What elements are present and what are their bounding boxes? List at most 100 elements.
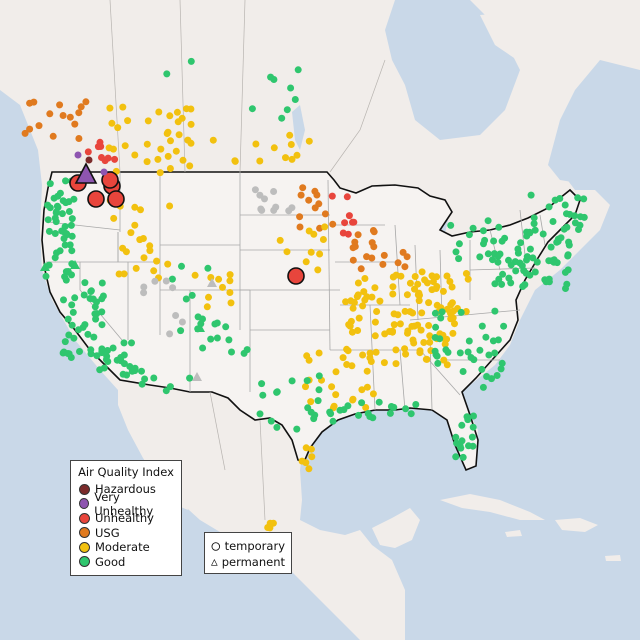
monitor-point <box>512 267 520 275</box>
monitor-point <box>484 250 492 258</box>
legend-item-good: Good <box>77 555 175 570</box>
monitor-point <box>372 348 380 356</box>
monitor-point <box>35 122 43 130</box>
monitor-point <box>162 277 170 285</box>
monitor-point <box>305 465 313 473</box>
monitor-point <box>339 354 347 362</box>
hispaniola <box>555 518 598 532</box>
monitor-point <box>526 229 534 237</box>
monitor-point <box>452 453 460 461</box>
monitor-point <box>273 388 281 396</box>
monitor-point <box>418 268 426 276</box>
circle-icon <box>211 541 221 551</box>
monitor-point <box>69 308 77 316</box>
monitor-point <box>448 283 456 291</box>
monitor-point <box>199 344 207 352</box>
monitor-point <box>251 186 259 194</box>
monitor-point <box>479 227 487 235</box>
monitor-triangle <box>207 278 217 287</box>
temporary-monitor <box>107 190 125 208</box>
monitor-point <box>276 236 284 244</box>
legend-label: Unhealthy <box>95 511 154 526</box>
monitor-point <box>470 412 477 420</box>
monitor-point <box>550 258 558 266</box>
monitor-point <box>131 364 139 372</box>
monitor-point <box>315 372 323 380</box>
monitor-point <box>178 114 186 122</box>
monitor-point <box>166 383 174 391</box>
monitor-point <box>561 201 569 209</box>
monitor-point <box>529 254 537 262</box>
monitor-point <box>122 248 130 256</box>
monitor-point <box>361 275 369 282</box>
monitor-point <box>270 76 278 83</box>
temporary-monitor <box>87 190 105 208</box>
monitor-point <box>314 397 322 405</box>
monitor-point <box>156 169 164 177</box>
monitor-point <box>124 117 132 125</box>
monitor-point <box>211 320 219 328</box>
legend-item-usg: USG <box>77 526 175 541</box>
monitor-point <box>443 272 451 280</box>
monitor-point <box>66 241 74 249</box>
monitor-point <box>60 296 67 304</box>
monitor-point <box>157 145 165 153</box>
monitor-point <box>51 230 59 237</box>
monitor-point <box>302 383 309 391</box>
monitor-point <box>163 70 171 78</box>
monitor-point <box>348 362 356 370</box>
monitor-point <box>64 315 72 323</box>
monitor-point <box>481 236 489 244</box>
monitor-point <box>111 155 119 163</box>
monitor-point <box>75 135 83 142</box>
monitor-point <box>363 383 371 391</box>
monitor-point <box>90 333 98 341</box>
monitor-point <box>215 275 223 283</box>
monitor-point <box>438 308 446 316</box>
monitor-point <box>311 204 319 212</box>
monitor-point <box>293 151 301 159</box>
monitor-point <box>426 338 434 346</box>
monitor-point <box>321 210 329 218</box>
monitor-point <box>98 308 106 316</box>
monitor-point <box>304 404 312 412</box>
monitor-point <box>414 321 422 329</box>
monitor-point <box>370 228 378 236</box>
monitor-point <box>51 214 59 222</box>
legend-label: permanent <box>221 555 285 569</box>
monitor-point <box>414 280 422 288</box>
monitor-point <box>361 296 369 304</box>
monitor-point <box>172 147 180 155</box>
monitor-point <box>187 105 195 113</box>
triangle-icon <box>211 558 218 566</box>
monitor-point <box>396 320 404 328</box>
monitor-point <box>194 313 202 321</box>
monitor-point <box>178 262 185 270</box>
monitor-point <box>439 287 447 295</box>
monitor-point <box>574 194 582 202</box>
monitor-point <box>138 380 146 388</box>
monitor-point <box>178 318 186 326</box>
monitor-point <box>447 309 454 317</box>
puerto-rico <box>605 555 621 561</box>
monitor-point <box>392 271 400 279</box>
monitor-point <box>96 138 104 146</box>
monitor-point <box>58 210 66 218</box>
monitor-point <box>498 359 506 367</box>
monitor-point <box>517 239 525 247</box>
monitor-point <box>358 399 366 407</box>
monitor-point <box>446 278 454 285</box>
monitor-point <box>310 415 318 423</box>
monitor-point <box>154 155 162 163</box>
monitor-point <box>155 108 163 116</box>
monitor-point <box>121 142 129 150</box>
monitor-point <box>287 84 295 92</box>
monitor-point <box>409 336 417 344</box>
arctic-island <box>480 10 565 62</box>
monitor-point <box>390 403 398 411</box>
monitor-point <box>343 193 351 201</box>
monitor-point <box>166 202 174 210</box>
monitor-point <box>366 354 374 362</box>
monitor-point <box>164 128 172 136</box>
monitor-point <box>354 279 362 287</box>
